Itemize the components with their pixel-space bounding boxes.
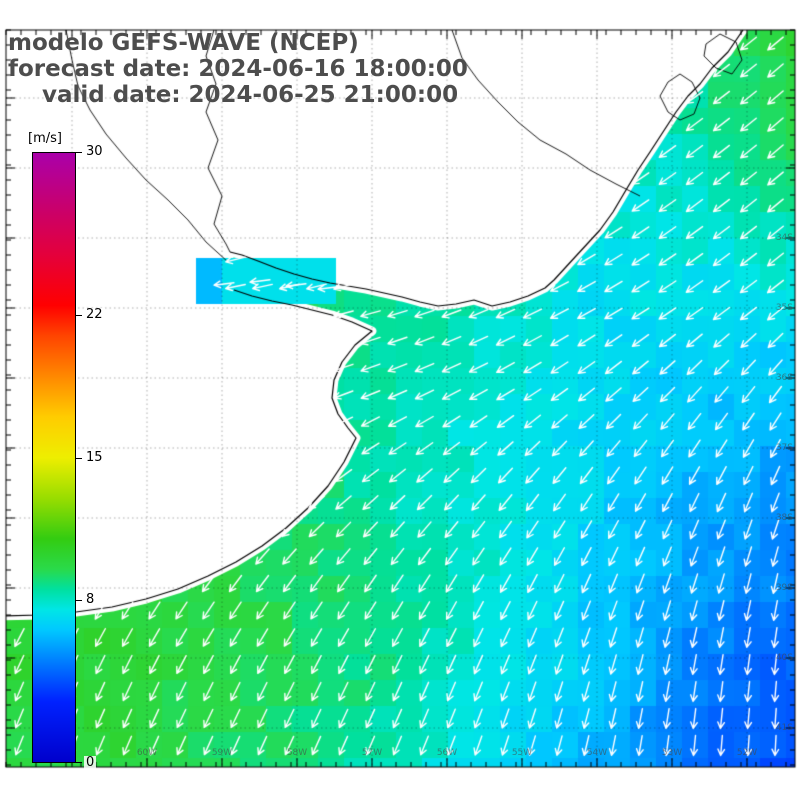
colorbar-gradient	[33, 153, 75, 762]
colorbar	[32, 152, 76, 763]
